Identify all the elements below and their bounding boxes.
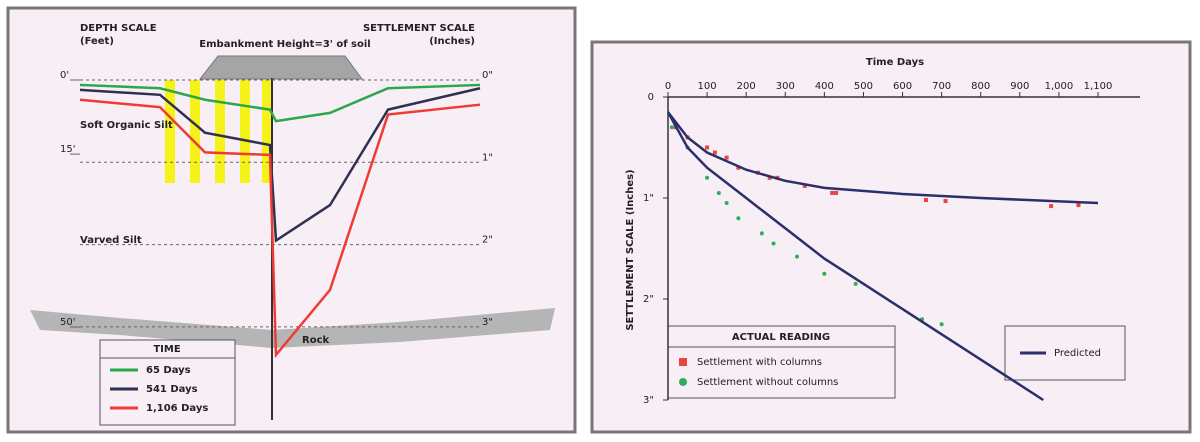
point [830, 191, 834, 195]
point [822, 272, 826, 276]
point [725, 201, 729, 205]
depth-axis-label: DEPTH SCALE [80, 23, 157, 34]
legend-label: 65 Days [146, 365, 191, 376]
x-tick-label: 900 [1010, 81, 1029, 92]
chart-title: Time Days [866, 57, 924, 68]
point [670, 125, 674, 129]
y-tick-label: 1" [643, 193, 654, 204]
x-tick-label: 1,000 [1045, 81, 1074, 92]
point [940, 322, 944, 326]
annotation: Rock [302, 335, 329, 346]
y-axis-label: SETTLEMENT SCALE (Inches) [625, 169, 636, 330]
y-tick-label: 3" [643, 395, 654, 406]
x-tick-label: 0 [665, 81, 671, 92]
column [240, 80, 250, 183]
annotation: Soft Organic Silt [80, 120, 173, 131]
figure: DEPTH SCALE (Feet) SETTLEMENT SCALE (Inches… [0, 0, 1200, 442]
x-tick-label: 600 [893, 81, 912, 92]
y-tick-label: 1" [482, 152, 493, 163]
y-tick-label: 0 [648, 92, 654, 103]
x-tick-label: 100 [698, 81, 717, 92]
point [736, 216, 740, 220]
legend-label: 1,106 Days [146, 403, 208, 414]
page: DEPTH SCALE (Feet) SETTLEMENT SCALE (Inches… [0, 0, 1200, 442]
y-tick-label: 0" [482, 70, 493, 81]
point [705, 146, 709, 150]
legend-marker [679, 378, 687, 386]
x-tick-label: 400 [815, 81, 834, 92]
point [772, 241, 776, 245]
legend-marker [679, 358, 687, 366]
x-tick-label: 700 [932, 81, 951, 92]
legend-title: ACTUAL READING [732, 332, 830, 343]
x-tick-label: 200 [737, 81, 756, 92]
column [165, 80, 175, 183]
y-tick-label: 3" [482, 317, 493, 328]
annotation: Varved Silt [80, 235, 142, 246]
x-tick-label: 300 [776, 81, 795, 92]
point [713, 151, 717, 155]
legend-label: 541 Days [146, 384, 198, 395]
y2-tick-label: 15' [60, 144, 75, 155]
settlement-axis-label: (Inches) [429, 36, 475, 47]
point [705, 176, 709, 180]
annotation: Embankment Height=3' of soil [199, 39, 370, 50]
point [1076, 203, 1080, 207]
y-tick-label: 2" [643, 294, 654, 305]
depth-axis-label: (Feet) [80, 36, 114, 47]
settlement-axis-label: SETTLEMENT SCALE [363, 23, 475, 34]
point [834, 191, 838, 195]
x-tick-label: 1,100 [1084, 81, 1113, 92]
y-tick-label: 2" [482, 235, 493, 246]
point [944, 199, 948, 203]
legend-title: TIME [153, 344, 180, 355]
x-tick-label: 800 [971, 81, 990, 92]
column [215, 80, 225, 183]
point [1049, 204, 1053, 208]
y2-tick-label: 0' [60, 70, 69, 81]
y2-tick-label: 50' [60, 317, 75, 328]
point [924, 198, 928, 202]
legend-label: Settlement with columns [697, 357, 822, 368]
point [854, 282, 858, 286]
legend-label: Settlement without columns [697, 377, 838, 388]
point [725, 156, 729, 160]
point [717, 191, 721, 195]
point [760, 231, 764, 235]
legend-label: Predicted [1054, 348, 1101, 359]
embankment [200, 56, 362, 79]
point [795, 255, 799, 259]
x-tick-label: 500 [854, 81, 873, 92]
